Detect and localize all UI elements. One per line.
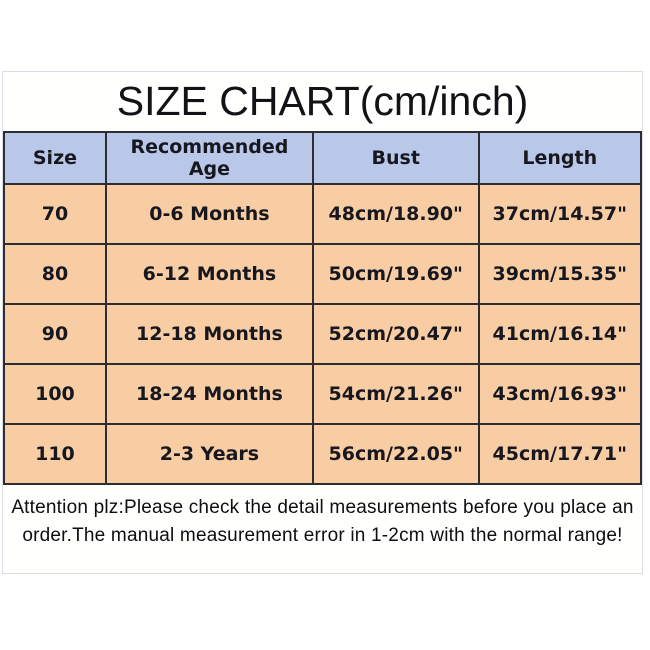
size-cell: 100 bbox=[3, 363, 107, 425]
table-row: 110 2-3 Years 56cm/22.05" 45cm/17.71" bbox=[3, 423, 643, 485]
age-cell: 18-24 Months bbox=[104, 363, 314, 425]
page-title: SIZE CHART(cm/inch) bbox=[116, 78, 529, 124]
size-cell: 70 bbox=[3, 183, 107, 245]
size-cell: 110 bbox=[3, 423, 107, 485]
column-header-size: Size bbox=[3, 131, 107, 185]
size-chart-table: Size Recommended Age Bust Length 70 0-6 … bbox=[3, 131, 643, 485]
attention-note-line-2: order.The manual measurement error in 1-… bbox=[22, 525, 623, 546]
bust-cell: 50cm/19.69" bbox=[311, 243, 480, 305]
size-chart-card: SIZE CHART(cm/inch) Size Recommended Age… bbox=[2, 71, 643, 574]
length-cell: 41cm/16.14" bbox=[477, 303, 643, 365]
size-cell: 90 bbox=[3, 303, 107, 365]
bust-cell: 54cm/21.26" bbox=[311, 363, 480, 425]
bust-cell: 48cm/18.90" bbox=[311, 183, 480, 245]
age-cell: 2-3 Years bbox=[104, 423, 314, 485]
bust-cell: 56cm/22.05" bbox=[311, 423, 480, 485]
attention-note: Attention plz:Please check the detail me… bbox=[3, 485, 642, 550]
length-cell: 39cm/15.35" bbox=[477, 243, 643, 305]
column-header-age: Recommended Age bbox=[104, 131, 314, 185]
length-cell: 45cm/17.71" bbox=[477, 423, 643, 485]
age-cell: 0-6 Months bbox=[104, 183, 314, 245]
attention-note-line-1: Attention plz:Please check the detail me… bbox=[11, 497, 634, 518]
table-row: 70 0-6 Months 48cm/18.90" 37cm/14.57" bbox=[3, 183, 643, 245]
column-header-bust: Bust bbox=[311, 131, 480, 185]
age-cell: 6-12 Months bbox=[104, 243, 314, 305]
length-cell: 37cm/14.57" bbox=[477, 183, 643, 245]
column-header-length: Length bbox=[477, 131, 643, 185]
table-row: 100 18-24 Months 54cm/21.26" 43cm/16.93" bbox=[3, 363, 643, 425]
table-row: 80 6-12 Months 50cm/19.69" 39cm/15.35" bbox=[3, 243, 643, 305]
length-cell: 43cm/16.93" bbox=[477, 363, 643, 425]
table-row: 90 12-18 Months 52cm/20.47" 41cm/16.14" bbox=[3, 303, 643, 365]
age-cell: 12-18 Months bbox=[104, 303, 314, 365]
bust-cell: 52cm/20.47" bbox=[311, 303, 480, 365]
header-row: Size Recommended Age Bust Length bbox=[3, 131, 643, 185]
size-cell: 80 bbox=[3, 243, 107, 305]
